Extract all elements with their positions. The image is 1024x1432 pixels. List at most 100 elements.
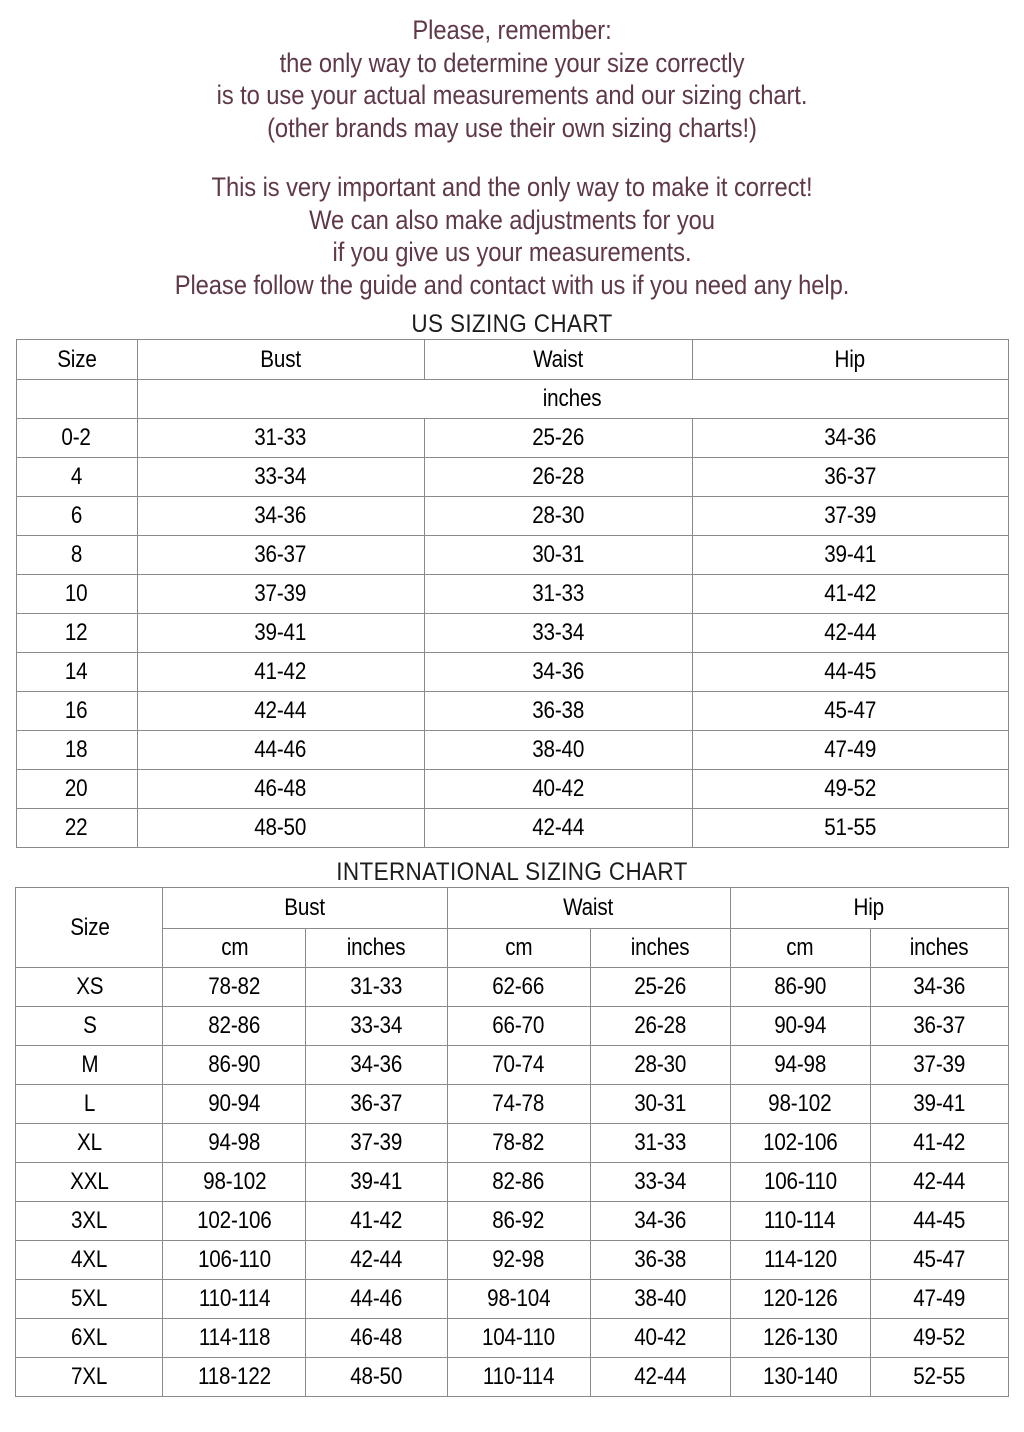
- table-row: XS 78-82 31-33 62-66 25-26 86-90 34-36: [15, 967, 1009, 1007]
- us-cell-bust: 34-36: [136, 496, 425, 536]
- intl-cell-hip_in: 34-36: [869, 967, 1009, 1007]
- us-cell-size: 18: [15, 730, 138, 770]
- intl-cell-bust_cm: 102-106: [162, 1201, 307, 1241]
- intl-cell-waist_in: 34-36: [589, 1201, 731, 1241]
- table-row: 18 44-46 38-40 47-49: [15, 730, 1009, 770]
- us-cell-bust: 36-37: [136, 535, 425, 575]
- notice-spacer: [61, 144, 962, 171]
- intl-cell-hip_cm: 90-94: [729, 1006, 871, 1046]
- table-row: S 82-86 33-34 66-70 26-28 90-94 36-37: [15, 1006, 1009, 1046]
- table-row: L 90-94 36-37 74-78 30-31 98-102 39-41: [15, 1084, 1009, 1124]
- intl-chart-title: INTERNATIONAL SIZING CHART: [336, 858, 688, 886]
- intl-cell-bust_in: 48-50: [305, 1357, 448, 1397]
- table-row: 10 37-39 31-33 41-42: [15, 574, 1009, 614]
- intl-cell-size: L: [15, 1084, 164, 1124]
- notice-paragraph-1: Please, remember: the only way to determ…: [61, 14, 962, 144]
- intl-cell-size: XS: [15, 967, 164, 1007]
- us-cell-waist: 33-34: [423, 613, 693, 653]
- table-row: 16 42-44 36-38 45-47: [15, 691, 1009, 731]
- intl-cell-bust_in: 33-34: [305, 1006, 448, 1046]
- intl-cell-waist_cm: 82-86: [446, 1162, 591, 1202]
- us-cell-bust: 44-46: [136, 730, 425, 770]
- intl-subheader-bust-cm: cm: [162, 928, 307, 968]
- us-cell-bust: 37-39: [136, 574, 425, 614]
- table-row: M 86-90 34-36 70-74 28-30 94-98 37-39: [15, 1045, 1009, 1085]
- us-cell-waist: 31-33: [423, 574, 693, 614]
- us-cell-bust: 33-34: [136, 457, 425, 497]
- intl-cell-size: 6XL: [15, 1318, 164, 1358]
- notice-paragraph-2: This is very important and the only way …: [61, 171, 962, 301]
- notice-line: if you give us your measurements.: [332, 237, 692, 267]
- intl-cell-waist_in: 26-28: [589, 1006, 731, 1046]
- intl-cell-size: XL: [15, 1123, 164, 1163]
- us-cell-hip: 37-39: [691, 496, 1009, 536]
- intl-cell-size: 4XL: [15, 1240, 164, 1280]
- us-cell-waist: 42-44: [423, 808, 693, 848]
- table-row: 14 41-42 34-36 44-45: [15, 652, 1009, 692]
- table-row: 6XL 114-118 46-48 104-110 40-42 126-130 49-52: [15, 1318, 1009, 1358]
- intl-cell-waist_cm: 104-110: [446, 1318, 591, 1358]
- intl-header-hip: Hip: [729, 887, 1009, 929]
- us-cell-hip: 44-45: [691, 652, 1009, 692]
- us-cell-hip: 36-37: [691, 457, 1009, 497]
- intl-cell-hip_in: 52-55: [869, 1357, 1009, 1397]
- intl-cell-bust_in: 37-39: [305, 1123, 448, 1163]
- us-header-size: Size: [15, 339, 138, 380]
- table-row: 4XL 106-110 42-44 92-98 36-38 114-120 45-47: [15, 1240, 1009, 1280]
- intl-cell-waist_cm: 110-114: [446, 1357, 591, 1397]
- intl-cell-hip_cm: 94-98: [729, 1045, 871, 1085]
- spacer: [0, 848, 1024, 857]
- intl-cell-bust_in: 31-33: [305, 967, 448, 1007]
- table-row: 5XL 110-114 44-46 98-104 38-40 120-126 47-49: [15, 1279, 1009, 1319]
- intl-subheader-hip-cm: cm: [729, 928, 871, 968]
- intl-cell-bust_cm: 110-114: [162, 1279, 307, 1319]
- table-row: XXL 98-102 39-41 82-86 33-34 106-110 42-44: [15, 1162, 1009, 1202]
- intl-header-bust: Bust: [162, 887, 448, 929]
- us-cell-hip: 39-41: [691, 535, 1009, 575]
- intl-cell-bust_cm: 82-86: [162, 1006, 307, 1046]
- intl-cell-hip_in: 49-52: [869, 1318, 1009, 1358]
- intl-cell-size: S: [15, 1006, 164, 1046]
- us-header-waist: Waist: [423, 339, 693, 380]
- table-row: XL 94-98 37-39 78-82 31-33 102-106 41-42: [15, 1123, 1009, 1163]
- intl-cell-hip_cm: 126-130: [729, 1318, 871, 1358]
- notice-line: We can also make adjustments for you: [309, 204, 715, 235]
- us-cell-size: 20: [15, 769, 138, 809]
- us-cell-size: 4: [15, 457, 138, 497]
- us-sizing-chart-block: US SIZING CHART Size Bust Waist Hip inch…: [0, 301, 1024, 848]
- intl-subheader-bust-inches: inches: [305, 928, 448, 968]
- intl-cell-hip_in: 47-49: [869, 1279, 1009, 1319]
- us-cell-hip: 41-42: [691, 574, 1009, 614]
- intl-sizing-table: Size Bust Waist Hip cm inches cm inches …: [15, 887, 1009, 1397]
- intl-cell-bust_cm: 114-118: [162, 1318, 307, 1358]
- intl-cell-hip_in: 37-39: [869, 1045, 1009, 1085]
- us-cell-waist: 38-40: [423, 730, 693, 770]
- us-cell-waist: 30-31: [423, 535, 693, 575]
- us-table-body: 0-2 31-33 25-26 34-36 4 33-34 26-28 36-37 6 34-36…: [15, 418, 1009, 848]
- intl-cell-hip_in: 45-47: [869, 1240, 1009, 1280]
- us-cell-size: 22: [15, 808, 138, 848]
- notice-line: Please, remember:: [412, 15, 612, 45]
- intl-cell-size: 7XL: [15, 1357, 164, 1397]
- intl-cell-bust_in: 44-46: [305, 1279, 448, 1319]
- us-cell-waist: 26-28: [423, 457, 693, 497]
- intl-cell-waist_cm: 86-92: [446, 1201, 591, 1241]
- us-header-bust: Bust: [136, 339, 425, 380]
- us-cell-waist: 34-36: [423, 652, 693, 692]
- intl-cell-hip_cm: 98-102: [729, 1084, 871, 1124]
- intl-cell-size: 5XL: [15, 1279, 164, 1319]
- intl-cell-waist_cm: 66-70: [446, 1006, 591, 1046]
- intl-cell-waist_in: 33-34: [589, 1162, 731, 1202]
- us-cell-hip: 42-44: [691, 613, 1009, 653]
- intl-cell-bust_cm: 118-122: [162, 1357, 307, 1397]
- us-cell-hip: 45-47: [691, 691, 1009, 731]
- intl-cell-bust_in: 39-41: [305, 1162, 448, 1202]
- intl-cell-waist_cm: 78-82: [446, 1123, 591, 1163]
- us-table-header-row: Size Bust Waist Hip: [15, 339, 1009, 380]
- us-cell-bust: 31-33: [136, 418, 425, 458]
- intl-cell-waist_cm: 92-98: [446, 1240, 591, 1280]
- table-row: 4 33-34 26-28 36-37: [15, 457, 1009, 497]
- intl-cell-bust_in: 46-48: [305, 1318, 448, 1358]
- us-chart-title: US SIZING CHART: [411, 310, 613, 338]
- intl-cell-bust_cm: 98-102: [162, 1162, 307, 1202]
